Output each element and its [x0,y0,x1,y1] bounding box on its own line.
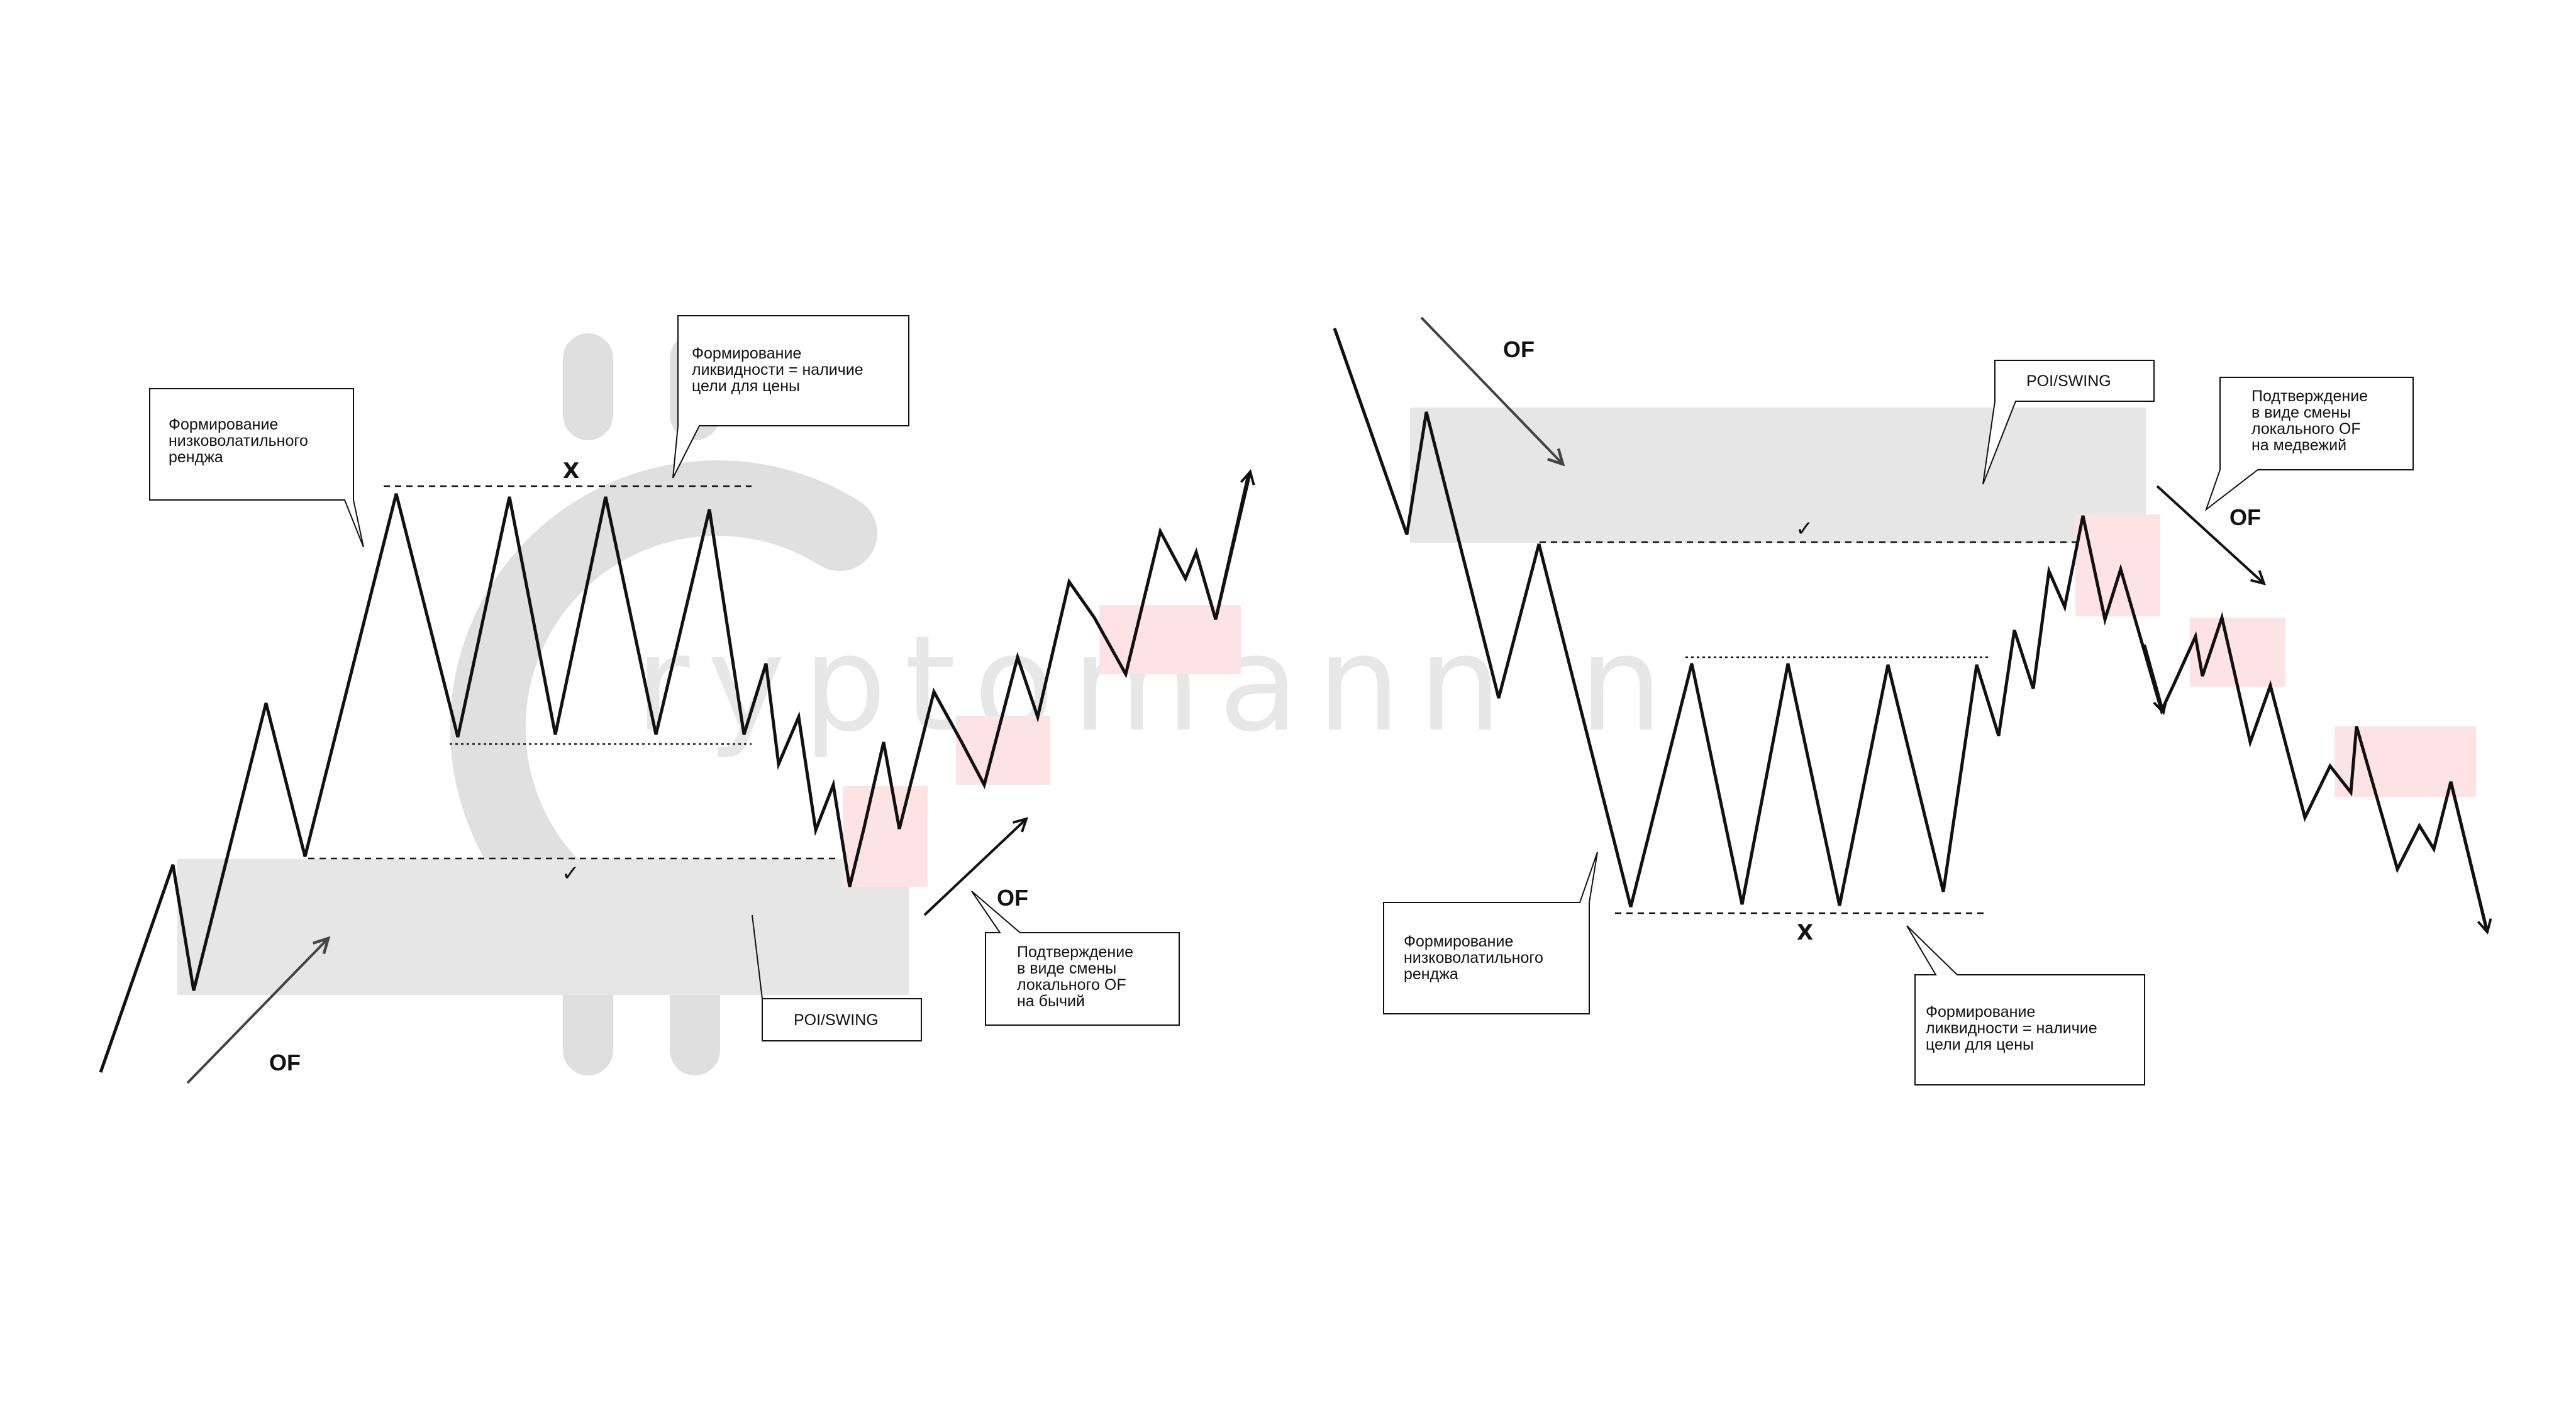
check-icon: ✓ [562,861,580,886]
callout-line: Формирование [169,416,278,433]
callout-liquidity-formation: Формирование ликвидности = наличие цели … [1906,925,2145,1085]
svg-text:Формирование низковола: Формирование низковолатильного ренджа [169,416,313,466]
poi-zone [177,859,909,995]
liquidity-mark: X [563,458,579,484]
callout-line: на бычий [1017,992,1085,1010]
callout-line: цели для цены [692,377,800,395]
callout-confirmation: Подтверждение в виде смены локального OF… [2204,377,2414,511]
trend-arrow-head [1214,472,1250,620]
callout-poi-swing: POI/SWING [752,914,922,1041]
price-path [99,474,1250,1073]
callout-line: локального OF [1017,976,1126,994]
confirm-zone [2075,514,2160,616]
bearish-scheme: OF OF ✓ X POI/SWING Подтверждение в виде… [1333,316,2488,1085]
callout-line: локального OF [2251,420,2361,438]
trend-arrow-head [2449,781,2487,932]
callout-line: ренджа [1404,965,1458,983]
svg-text:Подтверждение в виде с: Подтверждение в виде смены локального OF… [2251,387,2372,454]
callout-line: низковолатильного [169,432,308,450]
callout-range-formation: Формирование низковолатильного ренджа [149,388,364,548]
confirm-zone [956,716,1050,785]
callout-line: Формирование [692,345,801,362]
callout-line: ренджа [169,448,223,466]
svg-text:Формирование низковола: Формирование низковолатильного ренджа [1404,933,1548,983]
callout-confirmation: Подтверждение в виде смены локального OF… [971,891,1180,1026]
callout-line: Формирование [1404,933,1513,950]
callout-liquidity-formation: Формирование ликвидности = наличие цели … [672,315,909,479]
svg-text:Формирование ликвиднос: Формирование ликвидности = наличие цели … [692,345,868,395]
callout-line: Подтверждение [1017,943,1133,961]
callout-line: ликвидности = наличие [692,361,863,379]
order-flow-arrow [923,819,1026,916]
order-flow-label: OF [1503,336,1535,362]
order-flow-arrow [1420,316,1563,464]
callout-line: в виде смены [1017,960,1116,977]
check-icon: ✓ [1796,516,1814,541]
callout-poi-swing: POI/SWING [1982,360,2155,485]
callout-line: цели для цены [1926,1036,2034,1053]
liquidity-mark: X [1797,920,1813,945]
bullish-scheme: OF OF X ✓ Формирование низковолатильного… [99,315,1250,1084]
confirm-zone [843,786,928,887]
poi-zone [1410,408,2146,543]
callout-range-formation: Формирование низковолатильного ренджа [1383,852,1598,1014]
order-flow-arrow [2156,485,2264,584]
local-arrow-head [2143,644,2163,713]
callout-line: ликвидности = наличие [1926,1019,2097,1037]
order-flow-arrow [186,938,328,1084]
callout-line: на медвежий [2251,436,2346,454]
svg-text:Формирование ликвиднос: Формирование ликвидности = наличие цели … [1926,1003,2102,1053]
order-flow-label: OF [269,1050,301,1075]
price-path [1333,328,2488,928]
callout-line: низковолатильного [1404,949,1543,967]
callout-line: Формирование [1926,1003,2035,1021]
callout-line: Подтверждение [2251,387,2368,405]
svg-text:Подтверждение в виде с: Подтверждение в виде смены локального OF… [1017,943,1138,1010]
confirm-zone [2190,618,2285,687]
order-flow-label: OF [2229,504,2261,530]
callout-poi-label: POI/SWING [2026,372,2111,390]
order-flow-label: OF [997,885,1028,911]
callout-poi-label: POI/SWING [794,1011,879,1029]
callout-line: в виде смены [2251,404,2351,421]
